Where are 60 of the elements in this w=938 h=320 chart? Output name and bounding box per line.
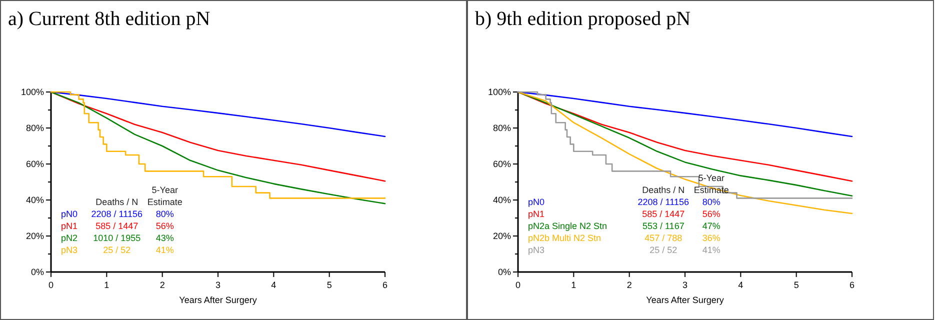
x-tick-label: 0	[515, 280, 521, 290]
y-tick-label: 60%	[492, 159, 511, 169]
y-tick-label: 20%	[492, 231, 511, 241]
y-tick-label: 20%	[26, 231, 44, 241]
x-tick-label: 0	[48, 280, 54, 290]
text: pN2	[61, 233, 78, 243]
y-tick-label: 0%	[30, 267, 44, 277]
x-tick-label: 2	[160, 280, 165, 290]
y-tick-label: 80%	[492, 123, 511, 133]
x-axis-title: Years After Surgery	[646, 295, 724, 305]
x-tick-label: 1	[571, 280, 576, 290]
annotation: 1010 / 1955	[93, 233, 141, 243]
text: pN2a Single N2 Stn	[528, 221, 608, 231]
annotation: 2208 / 11156	[638, 197, 690, 207]
x-tick-label: 5	[794, 280, 799, 290]
annotation: 457 / 788	[644, 233, 682, 243]
annotation: 553 / 1167	[642, 221, 684, 231]
x-tick-label: 3	[682, 280, 688, 290]
annotation: 2208 / 11156	[91, 209, 143, 219]
chart-title: a) Current 8th edition pN	[8, 8, 210, 30]
x-tick-label: 4	[738, 280, 744, 290]
annotation: 80%	[156, 209, 174, 219]
text: pN2b Multi N2 Stn	[528, 233, 602, 243]
annotation: 25 / 52	[650, 245, 678, 255]
y-tick-label: 40%	[26, 195, 44, 205]
y-tick-label: 100%	[488, 87, 511, 97]
x-tick-label: 2	[626, 280, 632, 290]
x-tick-label: 5	[326, 280, 332, 290]
annotation: 47%	[702, 221, 720, 231]
y-tick-label: 40%	[492, 195, 511, 205]
text: pN1	[528, 209, 545, 219]
annotation: 41%	[156, 245, 174, 255]
annotation: 36%	[702, 233, 720, 243]
x-tick-label: 6	[382, 280, 388, 290]
annotation: Deaths / N	[96, 197, 138, 207]
text: pN3	[528, 245, 545, 255]
annotation: 56%	[156, 221, 174, 231]
text: pN0	[528, 197, 545, 207]
annotation: 585 / 1447	[642, 209, 685, 219]
text: pN1	[61, 221, 78, 231]
y-tick-label: 0%	[498, 267, 511, 277]
x-tick-label: 6	[849, 280, 855, 290]
text: pN3	[61, 245, 78, 255]
annotation: 585 / 1447	[96, 221, 138, 231]
annotation: 41%	[702, 245, 720, 255]
x-tick-label: 3	[215, 280, 221, 290]
x-tick-label: 4	[271, 280, 276, 290]
y-tick-label: 60%	[26, 159, 44, 169]
annotation: 43%	[156, 233, 174, 243]
annotation: 56%	[702, 209, 720, 219]
annotation: 5-Year Estimate	[147, 185, 182, 207]
x-axis-title: Years After Surgery	[179, 295, 258, 305]
y-tick-label: 100%	[20, 87, 44, 97]
annotation: 80%	[702, 197, 720, 207]
annotation: 25 / 52	[103, 245, 131, 255]
x-tick-label: 1	[104, 280, 110, 290]
annotation: Deaths / N	[642, 185, 685, 195]
chart-title: b) 9th edition proposed pN	[475, 8, 691, 30]
y-tick-label: 80%	[26, 123, 44, 133]
text: pN0	[61, 209, 78, 219]
